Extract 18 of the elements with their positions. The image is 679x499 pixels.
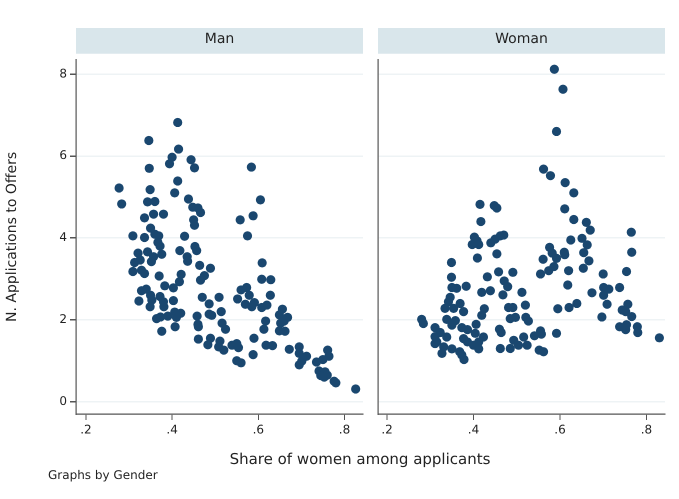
y-tick-label: 8	[59, 66, 67, 80]
y-tick-label: 2	[59, 312, 67, 326]
x-tick-label: .4	[166, 422, 178, 436]
x-tick-label: .6	[252, 422, 264, 436]
text: Graphs by Gender	[48, 468, 158, 482]
x-tick-label: .8	[640, 422, 652, 436]
chart-title: Woman	[495, 31, 548, 48]
y-tick-label: 4	[59, 230, 67, 244]
x-tick-label: .8	[338, 422, 350, 436]
x-tick-label: .4	[468, 422, 480, 436]
x-axis-title: Share of women among applicants	[230, 450, 490, 468]
y-tick-label: 6	[59, 148, 67, 162]
y-tick-label: 0	[59, 394, 67, 408]
x-tick-label: .6	[554, 422, 566, 436]
y-axis-title: N. Applications to Offers	[4, 152, 20, 322]
x-tick-label: .2	[381, 422, 393, 436]
chart-title: Man	[204, 31, 234, 48]
x-tick-label: .2	[80, 422, 92, 436]
